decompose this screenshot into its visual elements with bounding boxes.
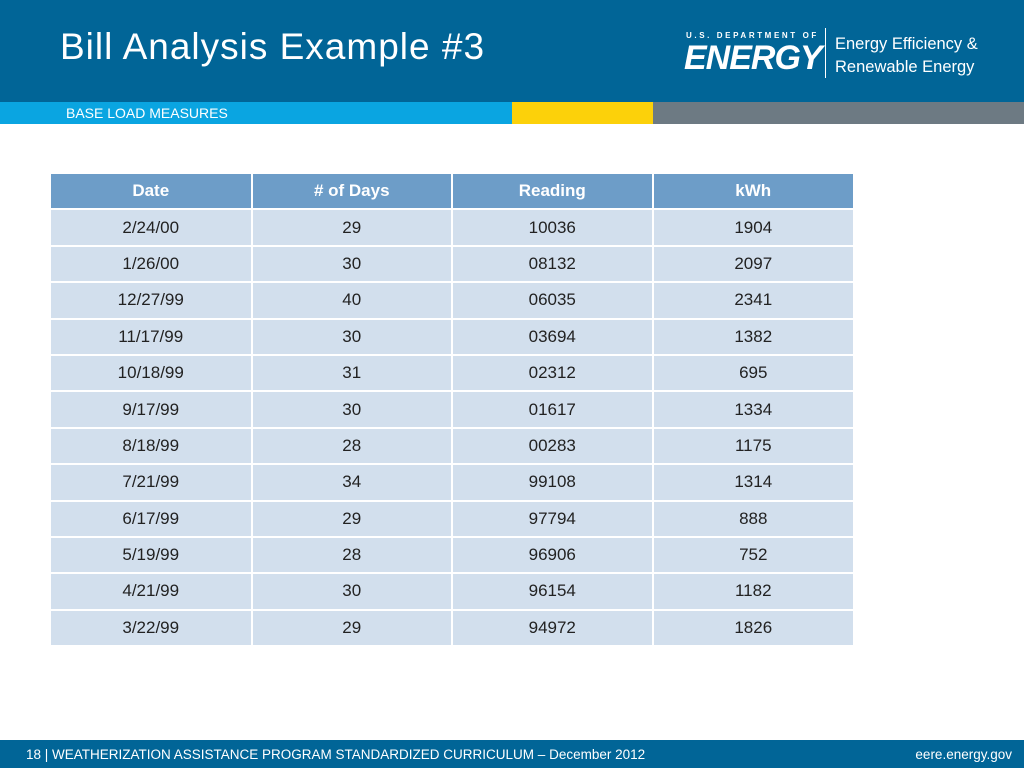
cell-date: 11/17/99 — [51, 318, 253, 356]
cell-date: 4/21/99 — [51, 573, 253, 611]
table-row: 9/17/99 30 01617 1334 — [51, 391, 853, 429]
table-row: 6/17/99 29 97794 888 — [51, 500, 853, 538]
cell-reading: 03694 — [452, 318, 654, 356]
footer-website: eere.energy.gov — [915, 747, 1012, 762]
cell-reading: 01617 — [452, 391, 654, 429]
cell-date: 9/17/99 — [51, 391, 253, 429]
cell-days: 34 — [251, 464, 453, 502]
section-subtitle: BASE LOAD MEASURES — [66, 105, 228, 121]
table-row: 4/21/99 30 96154 1182 — [51, 573, 853, 611]
cell-kwh: 1182 — [652, 573, 853, 611]
cell-kwh: 1826 — [652, 609, 853, 648]
cell-kwh: 1334 — [652, 391, 853, 429]
cell-reading: 96154 — [452, 573, 654, 611]
cell-days: 40 — [251, 282, 453, 320]
cell-kwh: 695 — [652, 354, 853, 393]
slide-title: Bill Analysis Example #3 — [60, 26, 486, 67]
cell-date: 7/21/99 — [51, 464, 253, 502]
cell-date: 1/26/00 — [51, 245, 253, 284]
band-blue — [0, 102, 512, 124]
cell-reading: 97794 — [452, 500, 654, 538]
cell-date: 2/24/00 — [51, 209, 253, 247]
cell-date: 8/18/99 — [51, 427, 253, 466]
table-row: 1/26/00 30 08132 2097 — [51, 245, 853, 284]
cell-kwh: 888 — [652, 500, 853, 538]
cell-days: 29 — [251, 500, 453, 538]
band-yellow — [512, 102, 653, 124]
cell-days: 30 — [251, 245, 453, 284]
table-row: 8/18/99 28 00283 1175 — [51, 427, 853, 466]
cell-kwh: 1382 — [652, 318, 853, 356]
cell-date: 3/22/99 — [51, 609, 253, 648]
column-header-date: Date — [51, 174, 253, 211]
cell-kwh: 1904 — [652, 209, 853, 247]
table-row: 10/18/99 31 02312 695 — [51, 354, 853, 393]
cell-date: 10/18/99 — [51, 354, 253, 393]
logo-divider — [825, 28, 826, 78]
column-header-reading: Reading — [452, 174, 654, 211]
cell-days: 30 — [251, 318, 453, 356]
cell-days: 31 — [251, 354, 453, 393]
cell-date: 12/27/99 — [51, 282, 253, 320]
office-name: Energy Efficiency & Renewable Energy — [835, 33, 978, 79]
cell-reading: 06035 — [452, 282, 654, 320]
table-row: 2/24/00 29 10036 1904 — [51, 209, 853, 247]
office-name-line1: Energy Efficiency & — [835, 35, 978, 53]
cell-reading: 02312 — [452, 354, 654, 393]
cell-reading: 08132 — [452, 245, 654, 284]
table-row: 5/19/99 28 96906 752 — [51, 536, 853, 575]
logo-energy-text: ENERGY — [684, 39, 823, 77]
table-header-row: Date # of Days Reading kWh — [51, 174, 853, 211]
cell-date: 5/19/99 — [51, 536, 253, 575]
table-row: 12/27/99 40 06035 2341 — [51, 282, 853, 320]
cell-days: 30 — [251, 391, 453, 429]
cell-date: 6/17/99 — [51, 500, 253, 538]
cell-days: 28 — [251, 427, 453, 466]
cell-kwh: 1314 — [652, 464, 853, 502]
table-row: 3/22/99 29 94972 1826 — [51, 609, 853, 648]
cell-kwh: 752 — [652, 536, 853, 575]
column-header-days: # of Days — [251, 174, 453, 211]
logo-department-text: U.S. DEPARTMENT OF — [686, 31, 819, 40]
column-header-kwh: kWh — [652, 174, 853, 211]
slide-header — [0, 0, 1024, 102]
cell-days: 30 — [251, 573, 453, 611]
office-name-line2: Renewable Energy — [835, 58, 975, 76]
cell-reading: 96906 — [452, 536, 654, 575]
footer-caption: 18 | WEATHERIZATION ASSISTANCE PROGRAM S… — [26, 747, 646, 762]
cell-reading: 94972 — [452, 609, 654, 648]
doe-logo: U.S. DEPARTMENT OF ENERGY — [684, 31, 823, 77]
slide-footer — [0, 740, 1024, 768]
cell-kwh: 2341 — [652, 282, 853, 320]
cell-days: 29 — [251, 209, 453, 247]
cell-reading: 10036 — [452, 209, 654, 247]
band-gray — [653, 102, 1024, 124]
cell-kwh: 1175 — [652, 427, 853, 466]
table-row: 11/17/99 30 03694 1382 — [51, 318, 853, 356]
cell-days: 29 — [251, 609, 453, 648]
cell-days: 28 — [251, 536, 453, 575]
cell-reading: 00283 — [452, 427, 654, 466]
table-row: 7/21/99 34 99108 1314 — [51, 464, 853, 502]
table-body: 2/24/00 29 10036 1904 1/26/00 30 08132 2097 12/2… — [51, 209, 853, 648]
cell-kwh: 2097 — [652, 245, 853, 284]
cell-reading: 99108 — [452, 464, 654, 502]
bill-data-table: Date # of Days Reading kWh 2/24/00 29 1003… — [51, 174, 853, 648]
